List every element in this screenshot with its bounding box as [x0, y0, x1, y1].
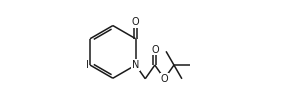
Text: O: O	[151, 45, 159, 55]
Text: O: O	[132, 17, 140, 27]
Text: O: O	[160, 74, 168, 84]
Text: I: I	[86, 60, 88, 70]
Text: N: N	[132, 60, 139, 70]
